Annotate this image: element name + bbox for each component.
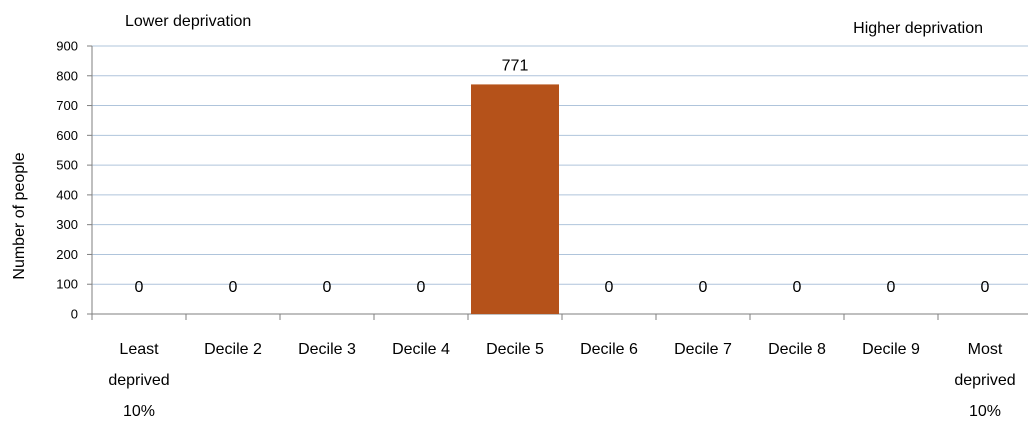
y-tick-label-600: 600 xyxy=(56,128,78,143)
category-label-4-line-1: Decile 4 xyxy=(392,341,450,358)
category-label-7-line-1: Decile 7 xyxy=(674,341,732,358)
category-label-1-line-1: Least xyxy=(119,341,159,358)
category-label-5-line-1: Decile 5 xyxy=(486,341,544,358)
data-label-3: 0 xyxy=(323,279,332,296)
category-label-1-line-2: deprived xyxy=(108,372,169,389)
data-label-9: 0 xyxy=(887,279,896,296)
y-tick-label-700: 700 xyxy=(56,98,78,113)
y-tick-label-400: 400 xyxy=(56,187,78,202)
bar-5 xyxy=(471,84,559,314)
y-tick-label-900: 900 xyxy=(56,39,78,54)
category-label-9-line-1: Decile 9 xyxy=(862,341,920,358)
category-label-6-line-1: Decile 6 xyxy=(580,341,638,358)
labels: 0 100 200 300 400 500 600 700 800 900 0 Least depriv… xyxy=(56,39,1015,421)
y-tick-label-800: 800 xyxy=(56,68,78,83)
higher-deprivation-note: Higher deprivation xyxy=(853,20,983,37)
category-label-10-line-3: 10% xyxy=(969,403,1001,420)
data-label-6: 0 xyxy=(605,279,614,296)
data-label-7: 0 xyxy=(699,279,708,296)
category-label-3-line-1: Decile 3 xyxy=(298,341,356,358)
category-label-1-line-3: 10% xyxy=(123,403,155,420)
category-label-2-line-1: Decile 2 xyxy=(204,341,262,358)
data-label-4: 0 xyxy=(417,279,426,296)
category-label-10-line-2: deprived xyxy=(954,372,1015,389)
axes xyxy=(87,45,1028,320)
data-label-2: 0 xyxy=(229,279,238,296)
bars xyxy=(471,84,559,314)
y-axis-title: Number of people xyxy=(11,152,28,279)
y-tick-label-0: 0 xyxy=(71,307,78,322)
data-label-8: 0 xyxy=(793,279,802,296)
lower-deprivation-note: Lower deprivation xyxy=(125,13,251,30)
data-label-10: 0 xyxy=(981,279,990,296)
data-label-1: 0 xyxy=(135,279,144,296)
y-tick-label-300: 300 xyxy=(56,217,78,232)
y-tick-label-500: 500 xyxy=(56,158,78,173)
gridlines xyxy=(92,45,1028,285)
y-tick-label-200: 200 xyxy=(56,247,78,262)
data-label-5: 771 xyxy=(502,57,529,74)
category-label-8-line-1: Decile 8 xyxy=(768,341,826,358)
y-tick-label-100: 100 xyxy=(56,277,78,292)
category-label-10-line-1: Most xyxy=(968,341,1003,358)
